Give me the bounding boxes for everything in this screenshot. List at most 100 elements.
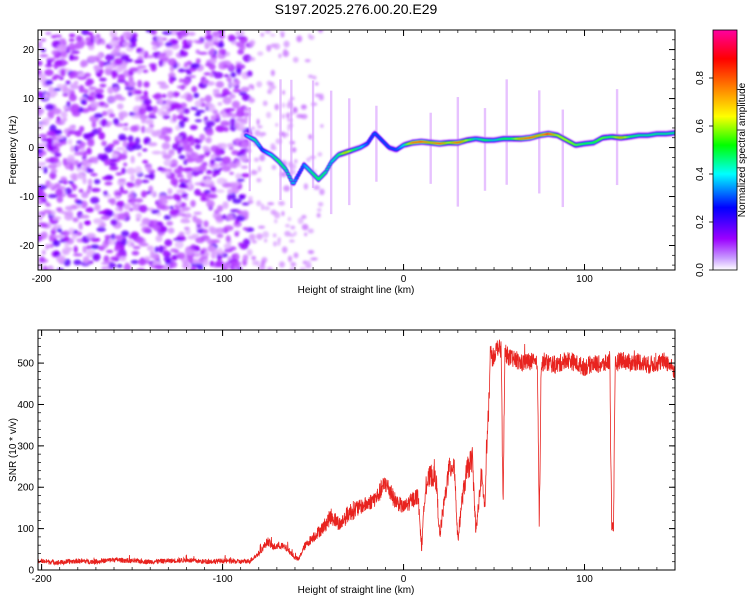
noise-blob (45, 203, 52, 207)
noise-blob (115, 66, 124, 73)
noise-blob (293, 252, 299, 259)
noise-blob (68, 42, 75, 51)
noise-blob (142, 69, 149, 73)
noise-blob (99, 77, 107, 82)
noise-blob (305, 260, 312, 268)
noise-blob (181, 206, 191, 211)
noise-blob (105, 123, 111, 128)
noise-blob (93, 113, 104, 119)
noise-blob (301, 104, 307, 109)
noise-blob (256, 118, 260, 126)
ridge-cell (285, 170, 289, 172)
noise-blob (82, 133, 89, 139)
noise-blob (157, 55, 168, 60)
noise-blob (229, 171, 234, 175)
noise-blob (101, 266, 106, 270)
spectrogram-ytick-label: -10 (20, 192, 35, 203)
ridge-cell (306, 168, 310, 170)
noise-blob (126, 167, 136, 175)
noise-blob (46, 59, 52, 67)
noise-blob (73, 253, 83, 257)
noise-blob (210, 159, 215, 165)
noise-blob (288, 233, 295, 237)
noise-blob (170, 159, 178, 167)
noise-blob (194, 112, 201, 117)
noise-blob (76, 173, 85, 180)
noise-blob (193, 245, 200, 250)
noise-blob (183, 61, 188, 68)
noise-blob (203, 72, 212, 76)
noise-blob (38, 60, 43, 67)
noise-blob (53, 74, 61, 79)
noise-blob (209, 57, 217, 65)
noise-blob (188, 75, 196, 79)
noise-blob (176, 212, 184, 216)
noise-blob (232, 88, 241, 93)
noise-blob (64, 205, 74, 211)
snr-xtick-label: 0 (401, 574, 407, 585)
noise-blob (108, 158, 118, 162)
noise-blob (44, 69, 54, 77)
noise-blob (181, 167, 191, 172)
noise-blob (163, 250, 169, 254)
noise-blob (49, 171, 57, 180)
noise-blob (304, 59, 311, 63)
noise-blob (82, 150, 88, 157)
noise-blob (281, 210, 285, 217)
noise-blob (202, 229, 209, 234)
ridge-cell (367, 140, 371, 142)
noise-blob (314, 82, 319, 86)
noise-blob (77, 75, 87, 80)
noise-blob (167, 58, 177, 67)
noise-blob (212, 88, 220, 93)
spectrogram-streak (279, 79, 282, 200)
noise-blob (272, 233, 277, 238)
noise-blob (96, 227, 107, 232)
noise-blob (235, 67, 242, 74)
noise-blob (195, 236, 205, 244)
noise-blob (209, 73, 214, 78)
noise-blob (67, 194, 78, 198)
noise-blob (105, 64, 115, 70)
noise-blob (256, 200, 262, 207)
noise-blob (257, 165, 262, 173)
spectrogram-streak (538, 90, 541, 194)
noise-blob (61, 210, 66, 215)
noise-blob (87, 139, 95, 147)
snr-series-line (38, 339, 675, 566)
noise-blob (123, 123, 129, 127)
noise-blob (240, 38, 248, 43)
noise-blob (214, 148, 222, 157)
noise-blob (75, 41, 85, 49)
ridge-cell (379, 138, 383, 140)
noise-blob (60, 118, 66, 124)
noise-blob (87, 178, 93, 186)
noise-blob (235, 173, 242, 179)
ridge-cell (276, 160, 280, 162)
noise-blob (135, 198, 144, 203)
noise-blob (108, 162, 118, 167)
noise-blob (142, 98, 152, 105)
ridge-cell (319, 175, 323, 178)
noise-blob (86, 245, 92, 250)
ridge-layer (244, 132, 675, 184)
noise-blob (110, 218, 118, 226)
noise-blob (204, 94, 212, 103)
noise-blob (91, 187, 101, 193)
spectrogram-noise (38, 30, 325, 270)
noise-blob (56, 255, 66, 264)
noise-blob (65, 80, 71, 85)
noise-blob (182, 39, 188, 47)
ridge-cell (282, 166, 286, 168)
noise-blob (38, 222, 47, 226)
noise-blob (283, 40, 290, 48)
noise-blob (83, 220, 91, 225)
colorbar-tick-label: 0.2 (695, 215, 706, 229)
noise-blob (186, 39, 193, 45)
noise-blob (129, 125, 139, 132)
noise-blob (263, 238, 268, 243)
noise-blob (139, 223, 145, 227)
noise-blob (235, 137, 240, 146)
noise-blob (115, 147, 125, 151)
noise-blob (242, 238, 251, 246)
